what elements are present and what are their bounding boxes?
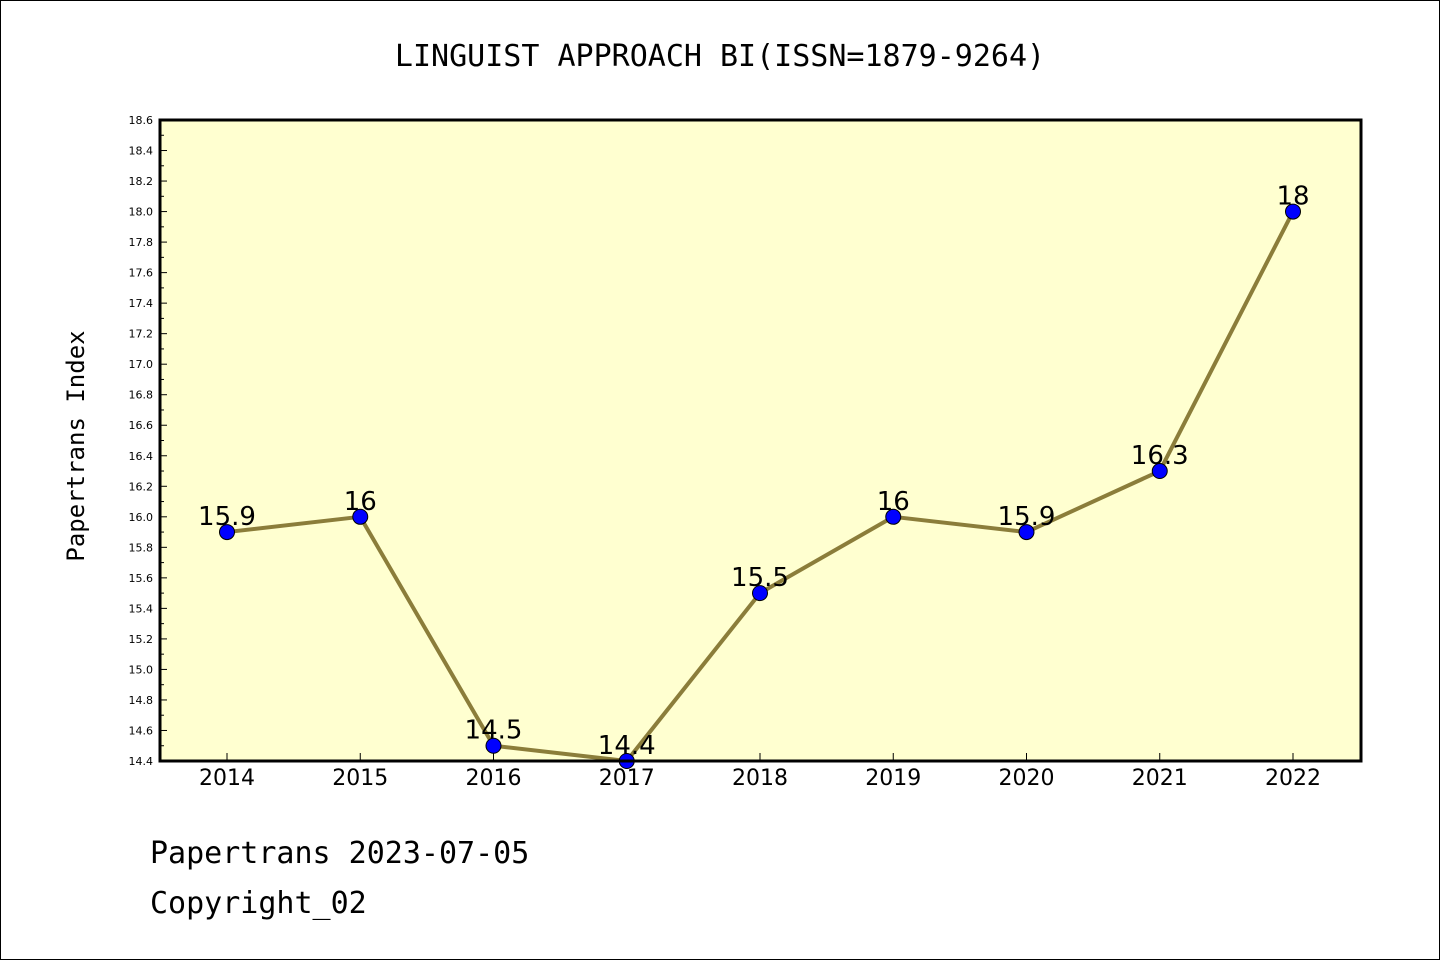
- data-label: 15.9: [998, 502, 1056, 532]
- y-tick-label: 14.4: [129, 755, 154, 768]
- data-point-marker: [1285, 203, 1301, 220]
- x-tick-label: 2018: [732, 766, 788, 791]
- data-label: 14.5: [465, 716, 523, 746]
- x-tick-label: 2021: [1132, 766, 1188, 791]
- y-tick-label: 17.0: [129, 358, 154, 371]
- plot-border: [158, 118, 1363, 763]
- x-tick-label: 2020: [999, 766, 1055, 791]
- data-label: 18: [1276, 182, 1309, 212]
- data-point-marker: [885, 508, 902, 525]
- data-point-marker: [485, 737, 502, 754]
- y-tick-label: 16.6: [129, 419, 154, 432]
- x-tick-label: 2019: [865, 766, 921, 791]
- x-tick-label: 2017: [599, 766, 655, 791]
- x-tick-label: 2016: [466, 766, 522, 791]
- y-axis-label: Papertrans Index: [62, 330, 90, 561]
- data-point-marker: [752, 585, 768, 602]
- y-tick-label: 14.6: [129, 724, 154, 737]
- y-tick-label: 17.8: [129, 236, 154, 249]
- data-label: 15.5: [731, 563, 789, 593]
- y-tick-label: 15.2: [129, 633, 154, 646]
- data-label: 15.9: [198, 502, 256, 532]
- y-axis-ticks: 14.4 14.6 14.8 15.0 15.2 15.4 15.6 15.8 16.0 16.2…: [129, 114, 167, 768]
- data-points: [219, 203, 1301, 769]
- y-tick-label: 18.2: [129, 175, 154, 188]
- data-label: 16: [877, 487, 910, 517]
- x-axis-ticks: 2014 2015 2016 2017 2018 2019 2020 2021 2022: [199, 753, 1321, 791]
- y-tick-label: 18.4: [129, 145, 154, 158]
- data-labels: 15.9 16 14.5 14.4 15.5 16 15.9 16.3 18: [198, 182, 1309, 761]
- x-tick-label: 2022: [1265, 766, 1321, 791]
- x-tick-label: 2014: [199, 766, 255, 791]
- y-tick-label: 16.0: [129, 511, 154, 524]
- data-point-marker: [219, 524, 235, 541]
- footer-copyright: Copyright_02: [150, 886, 367, 921]
- data-point-marker: [1018, 524, 1035, 541]
- data-label: 14.4: [598, 731, 656, 761]
- footer-date: Papertrans 2023-07-05: [150, 836, 530, 871]
- y-tick-label: 17.6: [129, 267, 154, 280]
- data-label: 16: [344, 487, 377, 517]
- y-tick-label: 15.8: [129, 541, 154, 554]
- y-tick-label: 15.4: [129, 602, 154, 615]
- y-tick-label: 18.6: [129, 114, 154, 127]
- data-point-marker: [352, 508, 369, 525]
- y-tick-label: 15.6: [129, 572, 154, 585]
- y-tick-label: 17.2: [129, 328, 154, 341]
- y-tick-label: 15.0: [129, 663, 154, 676]
- y-tick-label: 16.4: [129, 450, 154, 463]
- x-tick-label: 2015: [332, 766, 388, 791]
- y-tick-label: 16.2: [129, 480, 154, 493]
- plot-area: [160, 120, 1361, 761]
- chart-title: LINGUIST APPROACH BI(ISSN=1879-9264): [395, 39, 1045, 74]
- y-tick-label: 16.8: [129, 389, 154, 402]
- data-point-marker: [1151, 463, 1168, 480]
- y-tick-label: 14.8: [129, 694, 154, 707]
- y-tick-label: 17.4: [129, 297, 154, 310]
- data-label: 16.3: [1131, 441, 1189, 471]
- y-tick-label: 18.0: [129, 206, 154, 219]
